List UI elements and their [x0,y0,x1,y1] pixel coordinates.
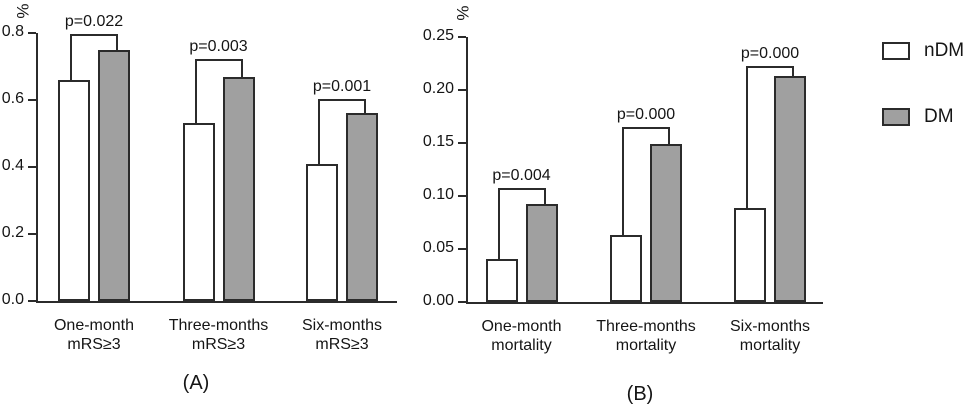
y-tick-label: 0.05 [422,239,454,256]
y-tick [458,89,466,91]
sig-bracket-left-leg [318,99,320,164]
p-value-label: p=0.000 [616,106,676,123]
legend-swatch-ndm [882,42,910,60]
bar-dm [650,144,682,302]
y-tick-label: 0.8 [1,23,24,40]
sig-bracket-left-leg [622,127,624,235]
p-value-label: p=0.003 [189,38,248,55]
bar-dm [98,50,130,301]
legend-item-dm: DM [882,106,964,128]
sig-bracket-top [318,99,366,101]
category-label-line: Three-months [596,318,696,335]
sig-bracket-right-leg [792,66,794,76]
y-axis-line [36,33,38,303]
p-value-label: p=0.001 [312,78,372,95]
category-label: Six-months mortality [704,317,836,355]
y-tick [28,32,36,34]
y-tick [458,301,466,303]
y-tick-label: 0.2 [1,224,24,241]
x-axis-line [36,301,397,303]
sig-bracket-top [622,127,670,129]
bar-dm [525,204,558,302]
sig-bracket-right-leg [668,127,670,144]
bar-dm [774,76,806,302]
p-value-label: p=0.004 [492,167,551,184]
category-label-line: mRS≥3 [67,336,121,353]
y-tick-label: 0.25 [422,27,454,44]
category-label-line: Six-months [301,317,383,334]
bar-dm [346,113,378,301]
sig-bracket-top [194,59,243,61]
sig-bracket-left-leg [746,66,748,208]
category-label-line: One-month [53,317,135,334]
bar-dm [222,77,255,301]
y-axis-line [466,37,468,304]
category-label-line: mRS≥3 [315,336,369,353]
legend-label-dm: DM [924,106,954,127]
y-tick-label: 0.20 [422,80,454,97]
category-label: One-month mRS≥3 [28,316,160,354]
y-tick [458,195,466,197]
p-value-label: p=0.022 [64,13,124,30]
category-label: One-month mortality [456,317,588,355]
panel-caption-b: (B) [626,383,654,405]
y-tick [458,36,466,38]
legend: nDM DM [882,40,964,172]
bar-ndm [485,259,518,302]
panel-caption-a: (A) [182,372,210,394]
sig-bracket-left-leg [70,34,72,80]
bar-ndm [182,123,215,301]
sig-bracket-left-leg [497,188,500,259]
legend-label-ndm: nDM [924,40,965,61]
y-tick-label: 0.10 [422,186,454,203]
sig-bracket-left-leg [194,59,197,123]
category-label-line: One-month [481,318,562,335]
bar-ndm [734,208,766,302]
y-tick-label: 0.00 [422,292,454,309]
y-tick-label: 0.6 [1,90,24,107]
x-axis-line [466,302,823,304]
category-label-line: mortality [491,337,552,354]
bar-ndm [58,80,90,301]
y-tick [28,166,36,168]
sig-bracket-right-leg [240,59,243,77]
y-tick [458,248,466,250]
sig-bracket-right-leg [116,34,118,50]
y-tick-label: 0.0 [1,291,24,308]
legend-swatch-dm [882,108,910,126]
category-label-line: mortality [615,337,677,354]
y-tick [28,300,36,302]
bar-ndm [610,235,642,302]
category-label: Six-months mRS≥3 [276,316,408,354]
bar-ndm [306,164,338,301]
category-label-line: Three-months [168,317,269,334]
sig-bracket-right-leg [543,188,546,204]
category-label: Three-months mortality [580,317,712,355]
sig-bracket-top [746,66,794,68]
category-label-line: mRS≥3 [191,336,246,353]
legend-item-ndm: nDM [882,40,964,62]
p-value-label: p=0.000 [740,45,800,62]
sig-bracket-right-leg [364,99,366,113]
y-tick-label: 0.15 [422,133,454,150]
category-label-line: Six-months [729,318,811,335]
y-tick [458,142,466,144]
y-axis-title-b: % [453,5,472,21]
category-label-line: mortality [739,337,801,354]
y-tick [28,233,36,235]
y-tick-label: 0.4 [1,157,24,174]
category-label: Three-months mRS≥3 [153,316,285,354]
sig-bracket-top [70,34,118,36]
sig-bracket-top [497,188,546,190]
y-tick [28,99,36,101]
y-axis-title-a: % [13,3,32,19]
